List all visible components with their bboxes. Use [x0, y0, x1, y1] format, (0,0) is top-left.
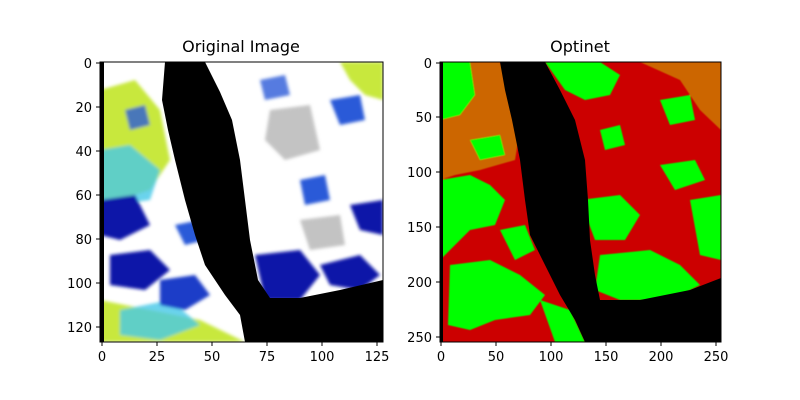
image-veg-topright — [340, 62, 383, 100]
right-x-tick-label: 50 — [488, 350, 505, 365]
right-axes-frame — [439, 61, 722, 343]
original-image — [100, 62, 383, 342]
left-y-axis: 0 20 40 60 80 100 120 — [67, 57, 100, 336]
seg-green-left-4 — [500, 225, 535, 260]
right-y-tick-label: 250 — [407, 331, 432, 346]
seg-left-edge — [440, 62, 443, 342]
optinet-segmentation — [440, 62, 721, 342]
image-blue-right-1 — [255, 250, 320, 300]
right-y-tick-label: 150 — [407, 221, 432, 236]
seg-green-left-1 — [440, 62, 475, 120]
right-x-tick-label: 0 — [437, 350, 445, 365]
left-y-tick-label: 20 — [75, 101, 92, 116]
seg-green-left-6 — [470, 135, 505, 160]
left-x-axis: 0 25 50 75 100 125 — [98, 342, 390, 365]
image-blue-right-2 — [320, 255, 380, 290]
left-panel-title: Original Image — [182, 37, 300, 56]
seg-green-right-1 — [545, 62, 620, 100]
right-x-tick-label: 200 — [649, 350, 674, 365]
image-blue-right-6 — [260, 75, 290, 100]
seg-green-right-4 — [690, 195, 721, 260]
left-x-tick-label: 75 — [259, 350, 276, 365]
image-blue-left-2 — [110, 250, 170, 290]
image-blue-left-3 — [160, 275, 210, 310]
seg-green-left-2 — [440, 175, 505, 260]
left-y-tick-label: 120 — [67, 321, 92, 336]
right-x-tick-label: 100 — [539, 350, 564, 365]
right-panel-title: Optinet — [550, 37, 610, 56]
left-x-tick-label: 100 — [310, 350, 335, 365]
right-y-tick-label: 200 — [407, 276, 432, 291]
left-y-tick-label: 80 — [75, 233, 92, 248]
image-blue-right-3 — [350, 200, 383, 235]
seg-green-right-5 — [660, 160, 705, 190]
seg-green-right-7 — [600, 125, 625, 150]
left-x-tick-label: 125 — [365, 350, 390, 365]
seg-green-right-6 — [660, 95, 695, 125]
seg-orange-topright — [640, 62, 721, 130]
left-y-tick-label: 100 — [67, 277, 92, 292]
seg-green-left-5 — [540, 300, 585, 342]
right-x-axis: 0 50 100 150 200 250 — [437, 342, 729, 365]
right-y-axis: 0 50 100 150 200 250 — [407, 57, 440, 346]
right-y-tick-label: 100 — [407, 166, 432, 181]
right-y-tick-label: 50 — [415, 111, 432, 126]
seg-sea — [500, 62, 721, 342]
left-x-tick-label: 50 — [204, 350, 221, 365]
seg-green-right-2 — [580, 195, 640, 240]
image-haze-2 — [300, 215, 345, 250]
seg-green-right-3 — [595, 250, 700, 300]
left-y-tick-label: 0 — [84, 57, 92, 72]
image-blue-left-6 — [125, 105, 150, 130]
left-x-tick-label: 0 — [98, 350, 106, 365]
image-blue-right-5 — [330, 95, 365, 125]
left-y-tick-label: 40 — [75, 145, 92, 160]
left-x-tick-label: 25 — [149, 350, 166, 365]
image-blue-right-4 — [300, 175, 330, 205]
image-cyan-bottom — [120, 300, 200, 340]
image-haze-1 — [265, 105, 320, 160]
image-blue-left-1 — [100, 195, 150, 240]
right-x-tick-label: 150 — [594, 350, 619, 365]
image-cyan-left — [100, 145, 160, 205]
image-sea — [162, 62, 383, 342]
seg-green-left-3 — [448, 260, 545, 330]
right-y-tick-label: 0 — [424, 57, 432, 72]
left-y-tick-label: 60 — [75, 189, 92, 204]
image-left-edge — [100, 62, 104, 342]
left-axes-frame — [99, 61, 384, 343]
right-x-tick-label: 250 — [704, 350, 729, 365]
